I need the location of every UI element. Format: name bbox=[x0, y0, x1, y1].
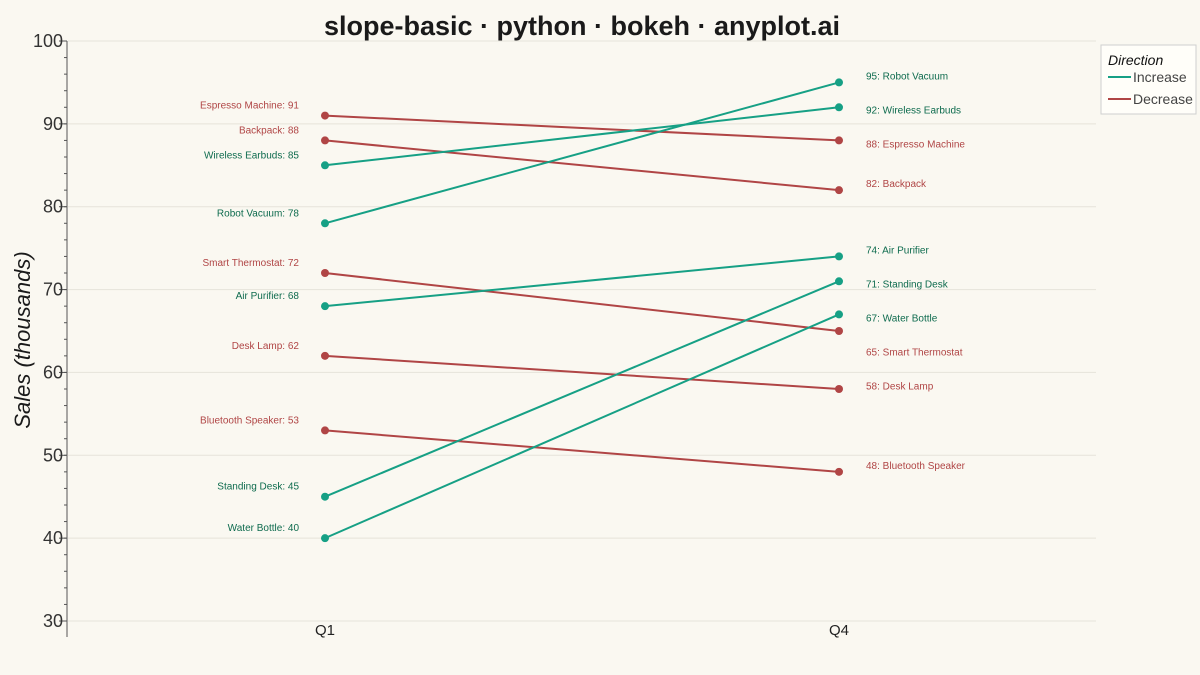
y-tick-label: 70 bbox=[43, 280, 63, 300]
label-q1-water-bottle: Water Bottle: 40 bbox=[228, 523, 300, 534]
label-q4-air-purifier: 74: Air Purifier bbox=[866, 245, 929, 256]
x-axis: Q1 Q4 bbox=[315, 622, 849, 639]
label-q1-wireless-earbuds: Wireless Earbuds: 85 bbox=[204, 150, 299, 161]
legend-title: Direction bbox=[1108, 52, 1163, 68]
point-q4-espresso-machine bbox=[835, 136, 843, 145]
y-tick-label: 100 bbox=[33, 31, 63, 51]
label-q1-standing-desk: Standing Desk: 45 bbox=[217, 482, 299, 493]
label-q1-air-purifier: Air Purifier: 68 bbox=[236, 291, 300, 302]
point-q1-backpack bbox=[321, 136, 329, 145]
y-tick-label: 50 bbox=[43, 445, 63, 465]
label-q4-bluetooth-speaker: 48: Bluetooth Speaker bbox=[866, 461, 966, 472]
point-q1-espresso-machine bbox=[321, 111, 329, 120]
point-q4-wireless-earbuds bbox=[835, 103, 843, 112]
slope-line-water-bottle bbox=[324, 313, 840, 540]
slope-line-bluetooth-speaker bbox=[324, 429, 840, 473]
slope-line-smart-thermostat bbox=[324, 272, 840, 332]
label-q4-water-bottle: 67: Water Bottle bbox=[866, 313, 938, 324]
label-q4-espresso-machine: 88: Espresso Machine bbox=[866, 139, 965, 150]
chart-title: slope-basic · python · bokeh · anyplot.a… bbox=[324, 11, 840, 41]
slope-line-espresso-machine bbox=[324, 114, 840, 142]
label-q4-backpack: 82: Backpack bbox=[866, 179, 927, 190]
slope-line-robot-vacuum bbox=[324, 81, 840, 225]
point-q1-standing-desk bbox=[321, 492, 329, 501]
y-axis-label: Sales (thousands) bbox=[10, 251, 35, 428]
label-q1-espresso-machine: Espresso Machine: 91 bbox=[200, 101, 299, 112]
y-tick-label: 30 bbox=[43, 611, 63, 631]
y-tick-label: 60 bbox=[43, 362, 63, 382]
x-tick-label-q1: Q1 bbox=[315, 622, 335, 639]
point-q1-desk-lamp bbox=[321, 351, 329, 360]
y-tick-label: 90 bbox=[43, 114, 63, 134]
gridlines bbox=[68, 40, 1096, 622]
point-q4-bluetooth-speaker bbox=[835, 467, 843, 476]
legend: Direction Increase Decrease bbox=[1100, 44, 1197, 115]
label-q4-robot-vacuum: 95: Robot Vacuum bbox=[866, 71, 948, 82]
point-q4-water-bottle bbox=[835, 310, 843, 319]
point-q4-robot-vacuum bbox=[835, 78, 843, 87]
point-q1-robot-vacuum bbox=[321, 219, 329, 228]
point-q1-bluetooth-speaker bbox=[321, 426, 329, 435]
point-q1-air-purifier bbox=[321, 302, 329, 311]
slope-line-wireless-earbuds bbox=[324, 106, 840, 167]
label-q4-desk-lamp: 58: Desk Lamp bbox=[866, 381, 934, 392]
x-tick-label-q4: Q4 bbox=[829, 622, 849, 639]
y-axis: 30 40 50 60 70 80 90 100 bbox=[33, 31, 68, 637]
point-labels: Espresso Machine: 91 Backpack: 88 Wireless… bbox=[200, 71, 966, 534]
point-q1-wireless-earbuds bbox=[321, 161, 329, 170]
point-q1-smart-thermostat bbox=[321, 269, 329, 277]
point-q1-water-bottle bbox=[321, 534, 329, 543]
series-points bbox=[321, 78, 843, 543]
slope-line-desk-lamp bbox=[324, 354, 840, 390]
slope-line-air-purifier bbox=[324, 255, 840, 308]
point-q4-backpack bbox=[835, 186, 843, 195]
slope-line-backpack bbox=[324, 139, 840, 192]
legend-label-increase: Increase bbox=[1133, 69, 1187, 85]
legend-label-decrease: Decrease bbox=[1133, 91, 1193, 107]
point-q4-desk-lamp bbox=[835, 385, 843, 393]
slope-line-standing-desk bbox=[324, 280, 840, 498]
y-tick-label: 80 bbox=[43, 197, 63, 217]
y-tick-label: 40 bbox=[43, 528, 63, 548]
label-q1-robot-vacuum: Robot Vacuum: 78 bbox=[217, 208, 300, 219]
label-q1-desk-lamp: Desk Lamp: 62 bbox=[232, 341, 300, 352]
label-q1-bluetooth-speaker: Bluetooth Speaker: 53 bbox=[200, 415, 299, 426]
label-q4-smart-thermostat: 65: Smart Thermostat bbox=[866, 347, 963, 358]
label-q4-wireless-earbuds: 92: Wireless Earbuds bbox=[866, 105, 961, 116]
label-q1-backpack: Backpack: 88 bbox=[239, 125, 299, 136]
point-q4-smart-thermostat bbox=[835, 327, 843, 335]
series-lines bbox=[324, 81, 840, 540]
legend-box bbox=[1100, 44, 1197, 115]
label-q4-standing-desk: 71: Standing Desk bbox=[866, 279, 949, 290]
point-q4-air-purifier bbox=[835, 252, 843, 261]
label-q1-smart-thermostat: Smart Thermostat: 72 bbox=[202, 258, 299, 269]
point-q4-standing-desk bbox=[835, 277, 843, 286]
